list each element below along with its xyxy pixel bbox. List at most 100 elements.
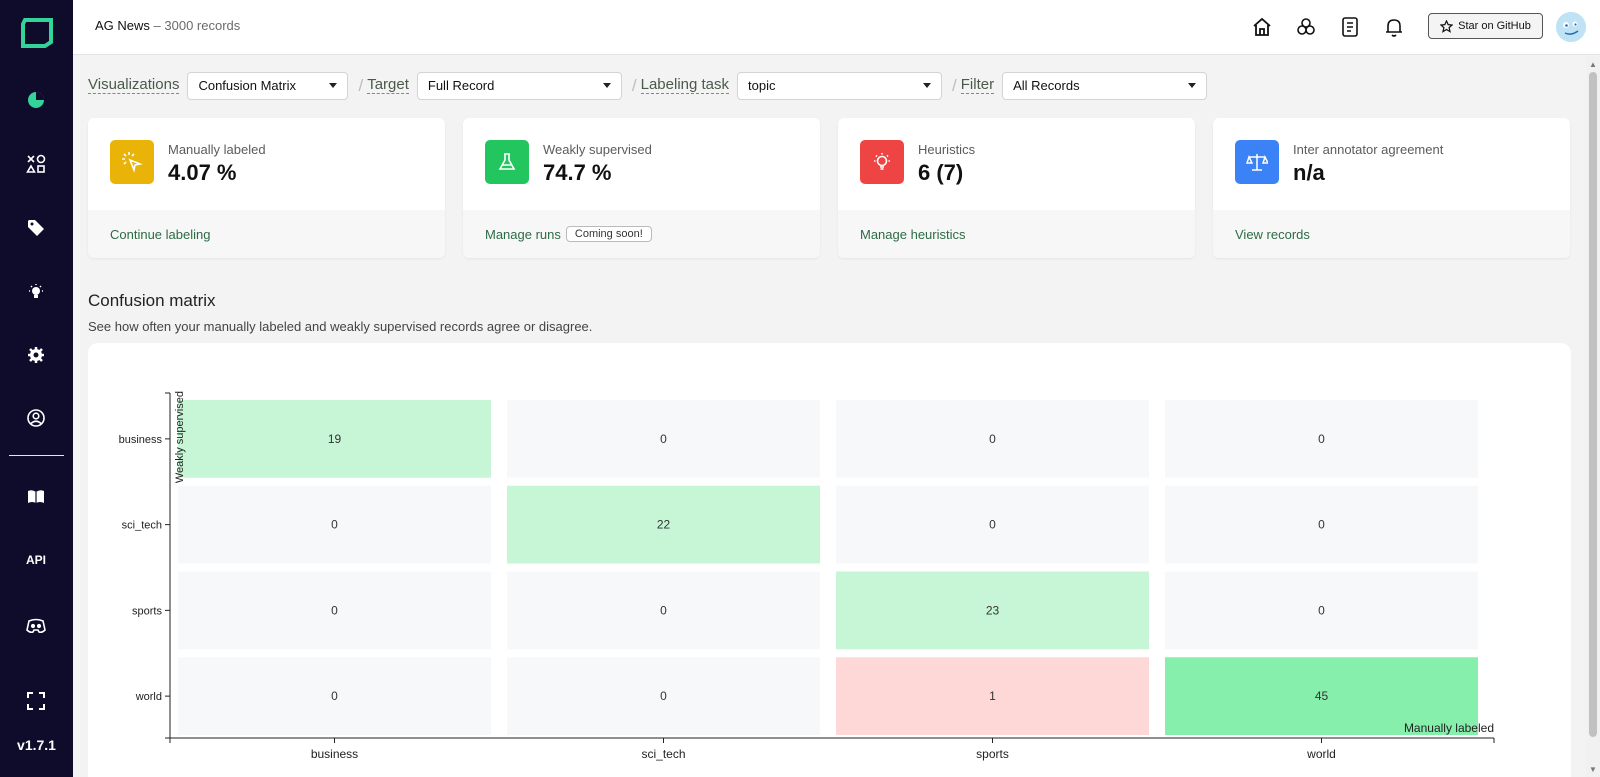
visualizations-label[interactable]: Visualizations	[88, 76, 180, 94]
confusion-matrix-chart: 19 0 0 00 22 0 00 0 23 00 0 1 45businesssci_techspor…	[119, 391, 1495, 761]
chevron-down-icon	[1188, 83, 1197, 88]
matrix-cell	[836, 657, 1149, 735]
scale-icon	[1246, 154, 1268, 171]
matrix-cell	[178, 657, 491, 735]
user-circle-icon[interactable]	[24, 406, 48, 430]
matrix-cell	[178, 400, 491, 478]
chevron-down-icon	[329, 83, 338, 88]
book-icon[interactable]	[24, 485, 48, 509]
matrix-cell	[836, 485, 1149, 564]
manually-labeled-card: Manually labeled 4.07 % Continue labelin…	[88, 118, 445, 258]
project-name: AG News	[95, 18, 150, 33]
scrollbar-thumb[interactable]	[1589, 72, 1597, 737]
logo-icon[interactable]	[20, 18, 53, 48]
labeling-task-select[interactable]: topic	[737, 71, 943, 100]
filter-bar: Visualizations Confusion Matrix / Target…	[88, 71, 1208, 100]
target-select[interactable]: Full Record	[416, 71, 622, 100]
document-icon[interactable]	[1338, 15, 1362, 39]
discord-icon[interactable]	[24, 614, 48, 638]
cell-value: 0	[331, 689, 338, 703]
cell-value: 22	[657, 518, 671, 532]
filter-select[interactable]: All Records	[1002, 71, 1208, 100]
cell-value: 0	[660, 432, 667, 446]
cell-value: 23	[986, 603, 1000, 617]
overview-chart-icon[interactable]	[24, 88, 48, 112]
card-label: Inter annotator agreement	[1293, 142, 1444, 157]
top-header: AG News – 3000 records Star on GitHub	[73, 0, 1600, 55]
cell-value: 0	[660, 603, 667, 617]
star-icon	[1440, 19, 1454, 33]
card-icon-bg	[1235, 140, 1279, 184]
filter-value: All Records	[1013, 78, 1080, 93]
chevron-down-icon	[602, 83, 611, 88]
matrix-cell	[1165, 485, 1478, 564]
cell-value: 0	[1318, 603, 1325, 617]
circles-icon[interactable]	[1294, 15, 1318, 39]
filter-label[interactable]: Filter	[960, 76, 995, 94]
cell-value: 0	[1318, 432, 1325, 446]
cell-value: 0	[331, 518, 338, 532]
fullscreen-icon[interactable]	[24, 689, 48, 713]
card-value: 6 (7)	[918, 160, 964, 185]
card-footer: View records	[1213, 210, 1570, 258]
x-tick-label: sci_tech	[641, 747, 685, 761]
target-value: Full Record	[427, 78, 495, 93]
card-label: Heuristics	[918, 142, 976, 157]
user-avatar[interactable]	[1556, 12, 1586, 42]
separator: /	[952, 75, 957, 95]
matrix-cell	[507, 571, 820, 650]
card-footer: Manage heuristics	[838, 210, 1195, 258]
card-footer: Continue labeling	[88, 210, 445, 258]
cell-value: 0	[331, 603, 338, 617]
card-label: Manually labeled	[168, 142, 266, 157]
bell-icon[interactable]	[1382, 15, 1406, 39]
inter-annotator-card: Inter annotator agreement n/a View recor…	[1213, 118, 1570, 258]
card-value: n/a	[1293, 160, 1325, 185]
matrix-cell	[507, 400, 820, 478]
matrix-cell	[507, 485, 820, 564]
target-label[interactable]: Target	[367, 76, 409, 94]
cell-value: 45	[1315, 689, 1329, 703]
card-value: 4.07 %	[168, 160, 237, 185]
continue-labeling-link[interactable]: Continue labeling	[110, 226, 211, 242]
card-label: Weakly supervised	[543, 142, 652, 157]
scroll-up-icon[interactable]: ▲	[1589, 60, 1597, 69]
record-count: – 3000 records	[153, 18, 241, 33]
tag-icon[interactable]	[24, 216, 48, 240]
heuristics-card: Heuristics 6 (7) Manage heuristics	[838, 118, 1195, 258]
x-tick-label: world	[1306, 747, 1336, 761]
card-icon-bg	[860, 140, 904, 184]
star-on-github-button[interactable]: Star on GitHub	[1428, 13, 1543, 39]
shapes-icon[interactable]	[24, 152, 48, 176]
y-tick-label: sports	[132, 605, 162, 617]
cell-value: 0	[1318, 518, 1325, 532]
matrix-cell	[178, 571, 491, 650]
view-records-link[interactable]: View records	[1235, 226, 1310, 242]
y-axis-label: Weakly supervised	[174, 391, 186, 483]
matrix-cell	[836, 400, 1149, 478]
y-tick-label: world	[135, 691, 162, 703]
card-footer: Manage runs Coming soon!	[463, 210, 820, 258]
matrix-cell	[178, 485, 491, 564]
cursor-click-icon	[122, 152, 143, 173]
confusion-matrix-panel: 19 0 0 0 0 22 0 0 0 0 23 0 0 0 1 45 business sci_tech spor…	[88, 343, 1571, 777]
weakly-supervised-card: Weakly supervised 74.7 % Manage runs Com…	[463, 118, 820, 258]
manage-heuristics-link[interactable]: Manage heuristics	[860, 226, 966, 242]
card-icon-bg	[485, 140, 529, 184]
settings-icon[interactable]	[24, 343, 48, 367]
lightbulb-icon[interactable]	[24, 280, 48, 304]
chevron-down-icon	[923, 83, 932, 88]
labeling-task-label[interactable]: Labeling task	[640, 76, 730, 94]
matrix-cell	[1165, 657, 1478, 735]
scroll-down-icon[interactable]: ▼	[1589, 765, 1597, 774]
matrix-cell	[507, 657, 820, 735]
home-icon[interactable]	[1250, 15, 1274, 39]
coming-soon-badge: Coming soon!	[565, 226, 652, 242]
visualizations-select[interactable]: Confusion Matrix	[187, 71, 349, 100]
cell-value: 0	[660, 689, 667, 703]
manage-runs-link[interactable]: Manage runs	[485, 226, 561, 242]
sidebar-divider	[9, 455, 64, 456]
api-link[interactable]: API	[25, 553, 46, 567]
lightbulb-icon	[874, 153, 890, 170]
matrix-cell	[836, 571, 1149, 650]
